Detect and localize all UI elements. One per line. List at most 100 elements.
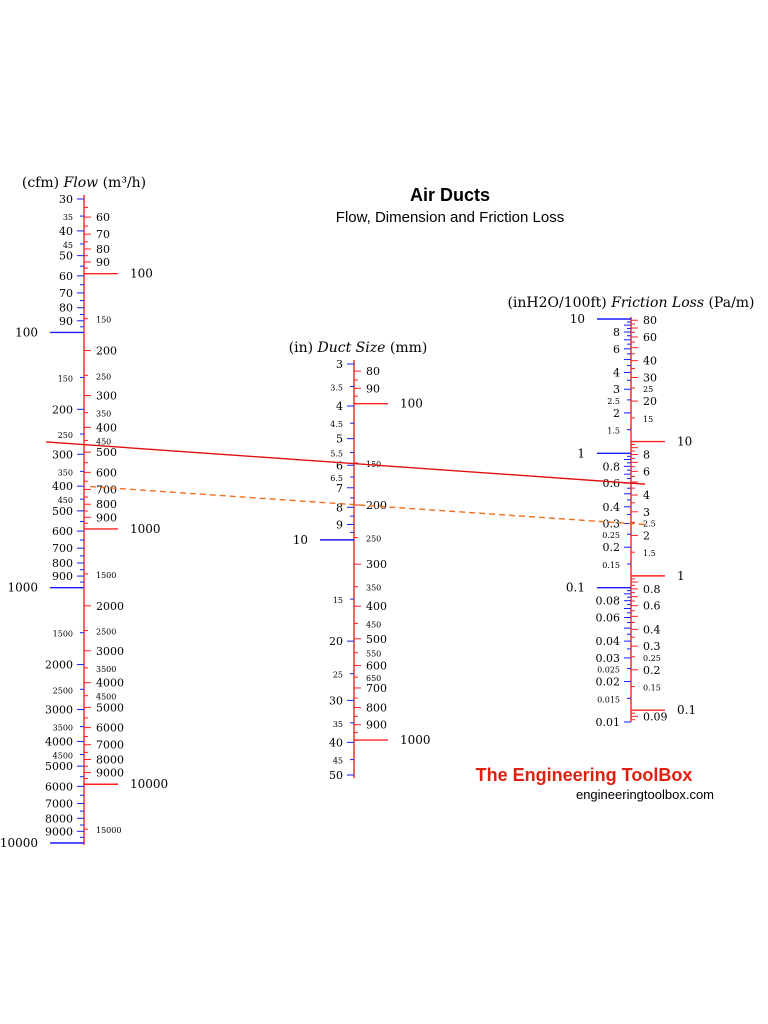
friction-left-label: 0.4 — [603, 501, 621, 514]
duct-left-label: 30 — [329, 694, 343, 707]
flow-left-label: 35 — [63, 213, 73, 222]
friction-left-label: 0.02 — [596, 676, 621, 689]
flow-right-label: 250 — [96, 372, 111, 381]
flow-left-label: 500 — [52, 505, 73, 518]
flow-left-label: 350 — [58, 468, 73, 477]
friction-left-label: 2 — [613, 407, 620, 420]
flow-left-label: 150 — [58, 374, 73, 383]
duct-axis-title: (in) Duct Size (mm) — [289, 340, 428, 356]
flow-left-label: 80 — [59, 302, 73, 315]
flow-left-label: 250 — [58, 431, 73, 440]
brand-name: The Engineering ToolBox — [476, 765, 693, 785]
flow-right-label: 4500 — [96, 693, 116, 702]
flow-left-label: 5000 — [45, 760, 73, 773]
friction-right-label: 0.1 — [677, 703, 696, 717]
flow-right-label: 900 — [96, 511, 117, 524]
flow-right-label: 3500 — [96, 665, 116, 674]
friction-loss-scale: 1086432.521.510.80.60.40.30.250.20.150.1… — [507, 295, 754, 729]
flow-right-label: 6000 — [96, 722, 124, 735]
flow-right-label: 200 — [96, 345, 117, 358]
flow-right-label: 600 — [96, 466, 117, 479]
duct-right-label: 90 — [366, 382, 380, 395]
flow-right-label: 350 — [96, 410, 111, 419]
duct-left-label: 6 — [336, 459, 343, 472]
example-line-solid — [45, 441, 646, 485]
flow-right-label: 8000 — [96, 754, 124, 767]
friction-right-label: 40 — [643, 355, 657, 368]
flow-scale: 3035404550607080901001502002503003504004… — [0, 175, 168, 850]
duct-right-label: 550 — [366, 650, 381, 659]
friction-right-label: 60 — [643, 331, 657, 344]
flow-left-label: 100 — [15, 325, 38, 339]
duct-left-label: 40 — [329, 736, 343, 749]
duct-right-label: 650 — [366, 674, 381, 683]
flow-left-label: 3500 — [53, 724, 73, 733]
chart-title: Air Ducts — [410, 185, 490, 205]
duct-right-label: 350 — [366, 584, 381, 593]
friction-left-label: 0.015 — [597, 695, 620, 704]
friction-left-label: 1 — [577, 446, 585, 460]
friction-left-label: 0.2 — [603, 541, 621, 554]
flow-right-label: 70 — [96, 228, 110, 241]
flow-right-label: 9000 — [96, 767, 124, 780]
flow-right-label: 300 — [96, 390, 117, 403]
friction-left-label: 3 — [613, 383, 620, 396]
flow-left-label: 900 — [52, 570, 73, 583]
friction-left-label: 0.04 — [596, 635, 621, 648]
duct-right-label: 250 — [366, 535, 381, 544]
friction-right-label: 0.09 — [643, 710, 668, 723]
friction-left-label: 0.01 — [596, 716, 621, 729]
flow-left-label: 10000 — [0, 836, 38, 850]
flow-left-label: 6000 — [45, 780, 73, 793]
flow-left-label: 200 — [52, 403, 73, 416]
flow-left-label: 700 — [52, 542, 73, 555]
duct-right-label: 100 — [400, 397, 423, 411]
duct-size-scale: 3 3.5 4 4.5 5 5.56 6.57 8 9 10 15 20 25 30 35 40 45 50 80 9… — [289, 340, 431, 782]
flow-right-label: 7000 — [96, 739, 124, 752]
friction-left-label: 2.5 — [607, 397, 620, 406]
duct-left-label: 35 — [333, 720, 343, 729]
flow-right-label: 2000 — [96, 600, 124, 613]
flow-right-label: 500 — [96, 446, 117, 459]
friction-left-label: 0.08 — [596, 595, 621, 608]
flow-axis-title-left-unit: (cfm) — [22, 175, 64, 191]
duct-right-label: 500 — [366, 633, 387, 646]
friction-right-label: 0.8 — [643, 583, 661, 596]
flow-left-label: 1500 — [53, 630, 73, 639]
flow-left-label: 7000 — [45, 797, 73, 810]
duct-axis-title-left-unit: (in) — [289, 340, 318, 356]
flow-axis-title-right-unit: (m³/h) — [103, 175, 147, 191]
friction-right-label: 3 — [643, 506, 650, 519]
duct-left-label: 50 — [329, 769, 343, 782]
flow-left-label: 2000 — [45, 659, 73, 672]
friction-axis-title-left-unit: (inH2O/100ft) — [507, 295, 611, 311]
duct-left-label: 45 — [333, 757, 343, 766]
friction-right-label: 0.3 — [643, 640, 661, 653]
flow-right-label: 3000 — [96, 645, 124, 658]
flow-right-label: 100 — [130, 267, 153, 281]
brand-url: engineeringtoolbox.com — [576, 787, 714, 802]
friction-right-label: 2.5 — [643, 519, 656, 528]
duct-left-label: 4.5 — [330, 420, 343, 429]
friction-right-label: 80 — [643, 314, 657, 327]
friction-right-label: 8 — [643, 449, 650, 462]
flow-left-label: 45 — [63, 241, 73, 250]
friction-right-label: 0.2 — [643, 664, 661, 677]
flow-left-label: 3000 — [45, 704, 73, 717]
friction-left-label: 0.3 — [603, 518, 621, 531]
flow-left-label: 800 — [52, 557, 73, 570]
flow-right-label: 60 — [96, 211, 110, 224]
friction-right-label: 6 — [643, 465, 650, 478]
duct-right-label: 700 — [366, 682, 387, 695]
flow-left-label: 9000 — [45, 825, 73, 838]
flow-right-label: 800 — [96, 498, 117, 511]
flow-left-label: 1000 — [7, 581, 38, 595]
duct-right-label: 200 — [366, 499, 387, 512]
duct-left-label: 5.5 — [330, 450, 343, 459]
duct-left-label: 5 — [336, 433, 343, 446]
flow-left-label: 70 — [59, 287, 73, 300]
flow-right-label: 4000 — [96, 677, 124, 690]
flow-left-label: 4000 — [45, 735, 73, 748]
flow-left-label: 60 — [59, 270, 73, 283]
friction-left-label: 0.6 — [603, 477, 621, 490]
